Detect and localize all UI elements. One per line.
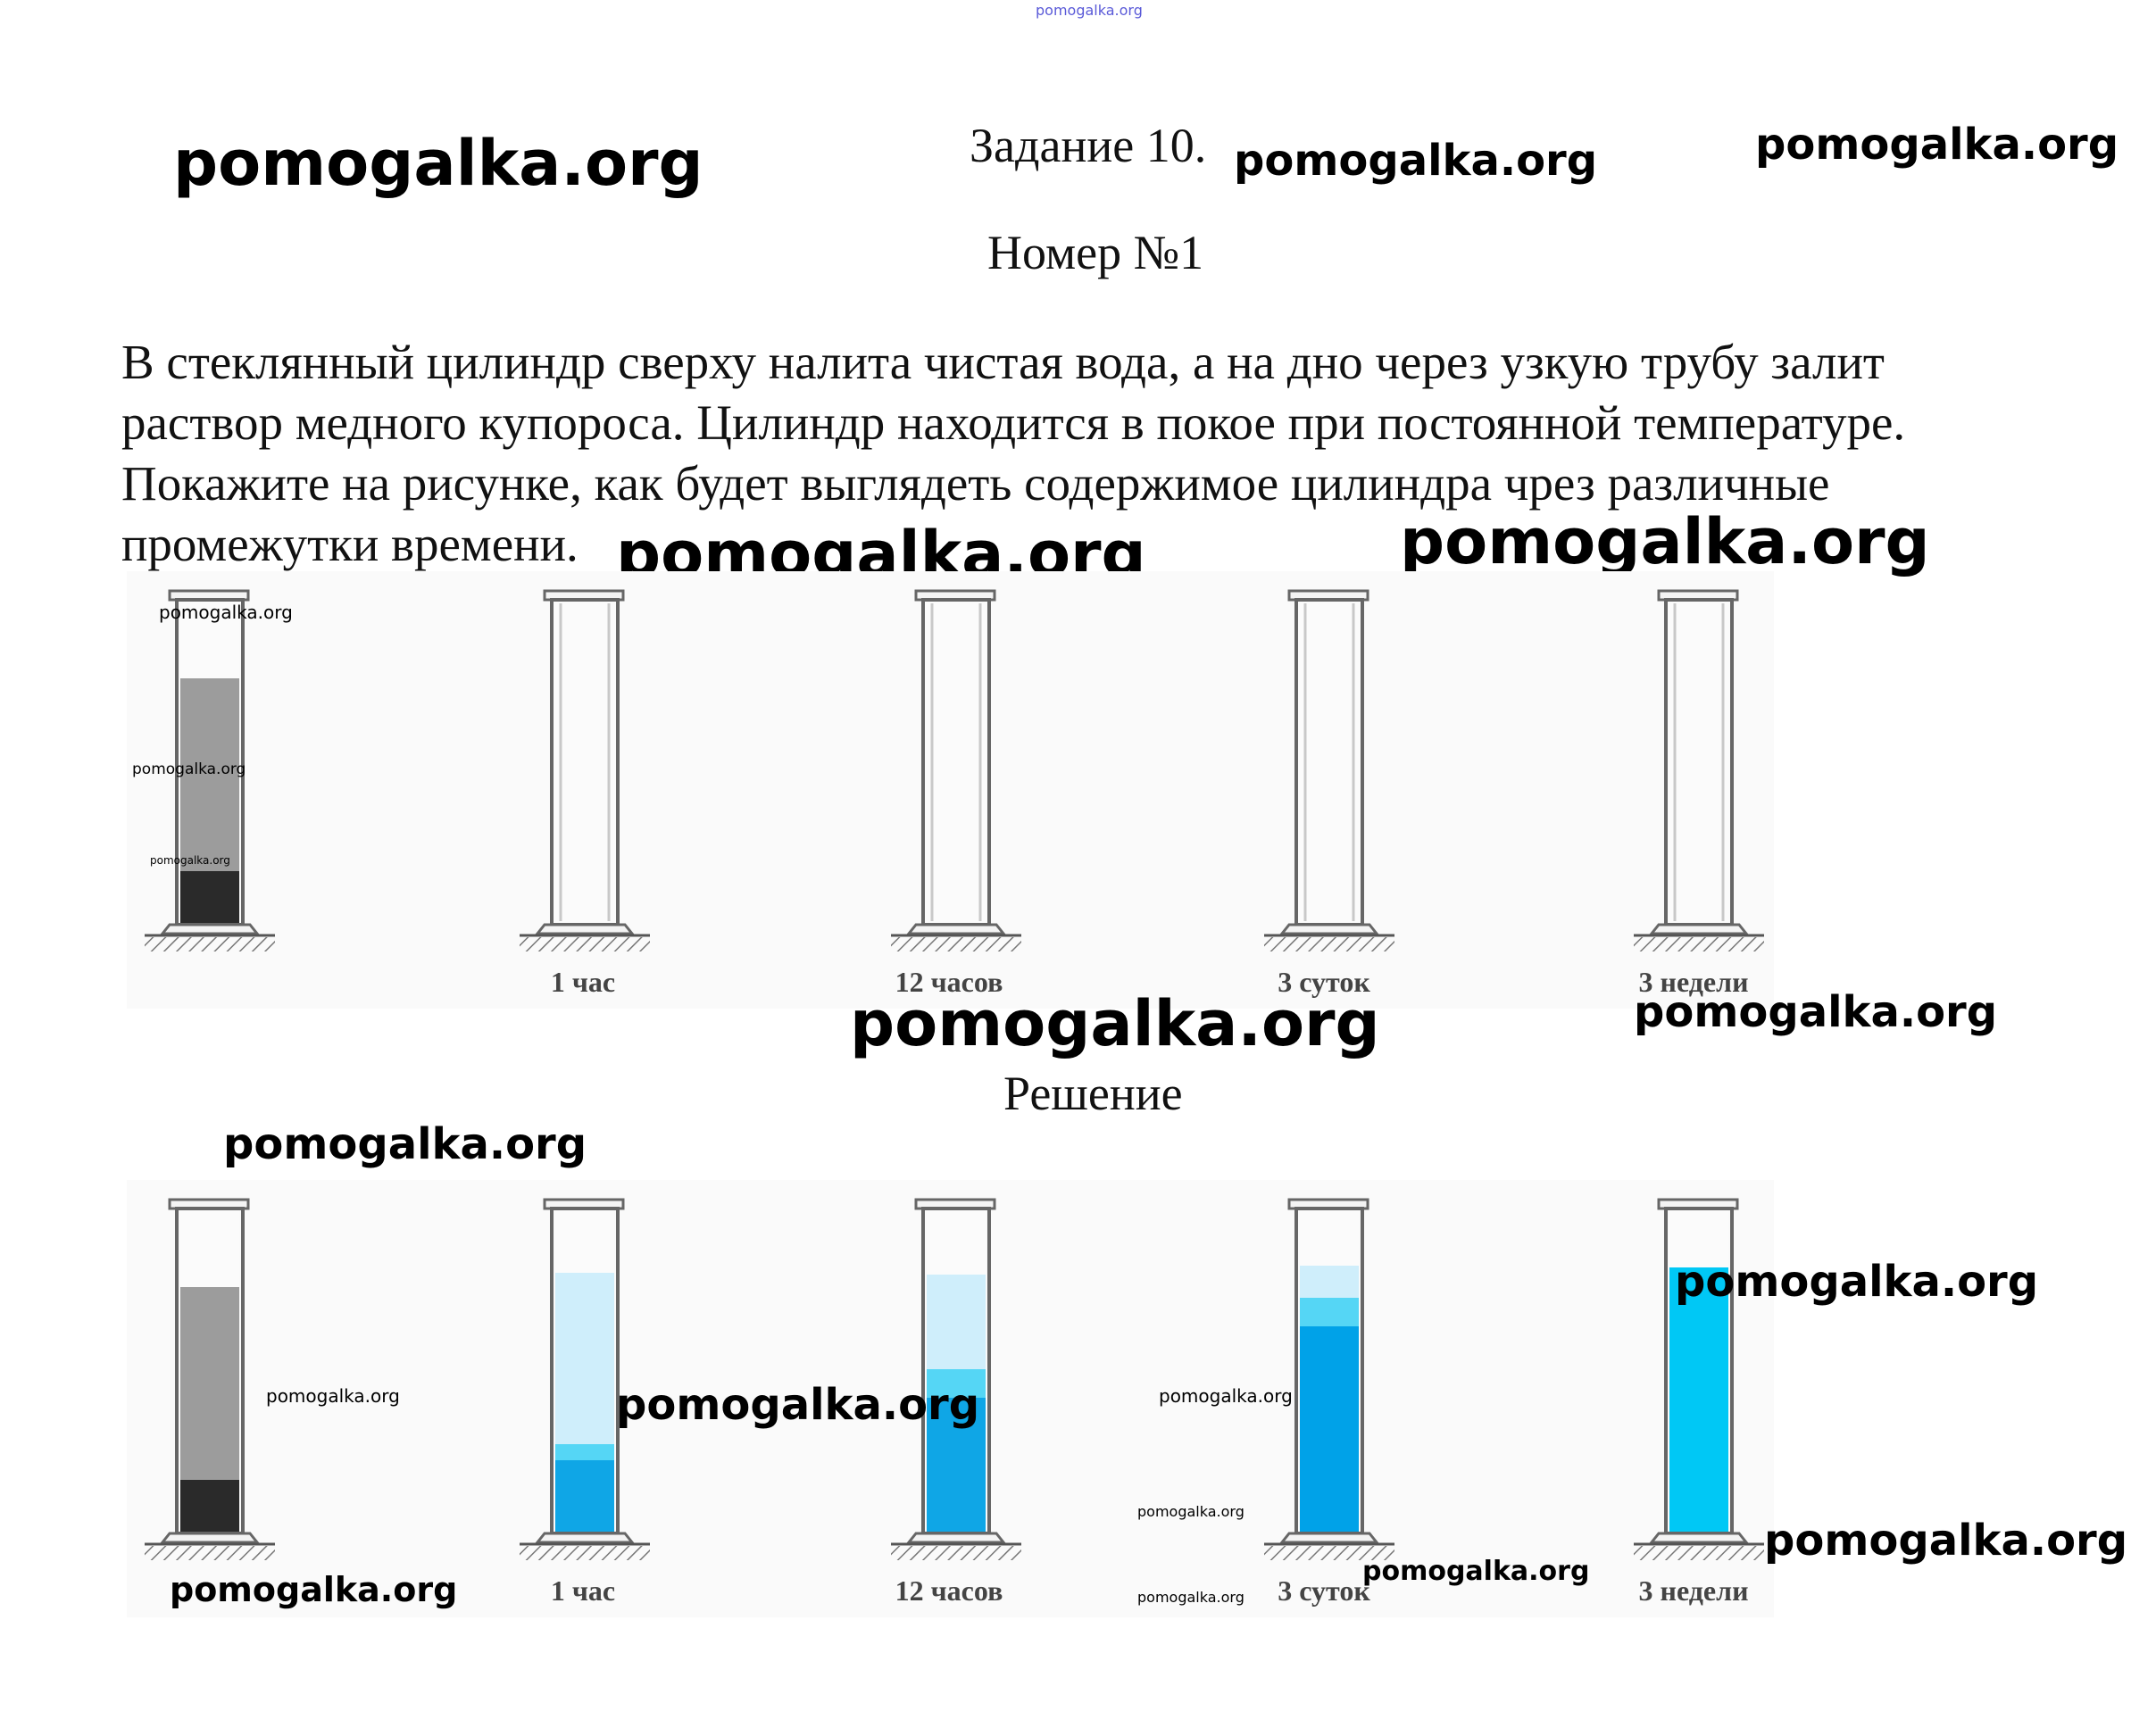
cylinder-initial xyxy=(145,589,275,951)
cylinder-3-weeks-empty xyxy=(1634,589,1764,951)
cylinder-3-days-empty xyxy=(1264,589,1394,951)
watermark-header-left: pomogalka.org xyxy=(173,127,703,200)
watermark-fig1-b: pomogalka.org xyxy=(132,760,246,778)
diffusion-band xyxy=(1300,1298,1359,1326)
solution-cylinders xyxy=(145,1198,1764,1560)
diffusion-band xyxy=(927,1369,986,1398)
question-label-3-days: 3 суток xyxy=(1278,966,1370,998)
watermark-fig2-d: pomogalka.org xyxy=(1137,1503,1244,1520)
cylinder-12-hours-empty xyxy=(891,589,1021,951)
watermark-text-right: pomogalka.org xyxy=(1400,505,1930,578)
question-cylinders xyxy=(145,589,1764,951)
watermark-header-right: pomogalka.org xyxy=(1755,120,2119,170)
task-title: Задание 10. xyxy=(970,119,1207,172)
watermark-fig2-i: pomogalka.org xyxy=(170,1570,458,1609)
watermark-between-a: pomogalka.org xyxy=(850,987,1380,1060)
watermark-fig2-c: pomogalka.org xyxy=(1159,1385,1293,1407)
problem-text: В стеклянный цилиндр сверху налита чиста… xyxy=(121,332,2121,575)
diffusion-band xyxy=(555,1444,614,1460)
solution-layer xyxy=(927,1398,986,1532)
watermark-fig2-h: pomogalka.org xyxy=(1764,1516,2128,1566)
solution-layer xyxy=(1300,1326,1359,1532)
watermark-solution-left: pomogalka.org xyxy=(223,1119,587,1169)
water-layer xyxy=(927,1275,986,1369)
question-label-12-hours: 12 часов xyxy=(895,966,1003,998)
solution-layer xyxy=(555,1460,614,1532)
solution-cylinder-1-hour xyxy=(520,1198,650,1560)
solution-figure: 1 час 12 часов 3 суток 3 недели pomogalk… xyxy=(127,1180,2127,1617)
problem-line-3: Покажите на рисунке, как будет выглядеть… xyxy=(121,456,1830,511)
question-label-3-weeks: 3 недели xyxy=(1638,966,1749,998)
watermark-fig2-g: pomogalka.org xyxy=(1675,1257,2039,1307)
solution-cylinder-3-days xyxy=(1264,1198,1394,1560)
solution-layer xyxy=(1669,1267,1728,1532)
solution-title: Решение xyxy=(1003,1067,1183,1120)
solution-label-1-hour: 1 час xyxy=(550,1574,616,1607)
problem-line-1: В стеклянный цилиндр сверху налита чиста… xyxy=(121,335,1885,389)
solution-label-3-days: 3 суток xyxy=(1278,1574,1370,1607)
watermark-fig1-a: pomogalka.org xyxy=(159,602,293,623)
solution-cylinder-3-weeks xyxy=(1634,1198,1764,1560)
watermark-fig2-a: pomogalka.org xyxy=(266,1385,400,1407)
dark-layer xyxy=(180,871,239,925)
watermark-fig2-f: pomogalka.org xyxy=(1362,1556,1590,1587)
question-label-1-hour: 1 час xyxy=(550,966,616,998)
solution-cylinder-12-hours xyxy=(891,1198,1021,1560)
water-layer xyxy=(1300,1266,1359,1298)
water-layer xyxy=(555,1273,614,1444)
question-figure: 1 час 12 часов 3 суток 3 недели pomogalk… xyxy=(127,571,1774,1009)
cylinder-1-hour-empty xyxy=(520,589,650,951)
watermark-header-middle: pomogalka.org xyxy=(1234,136,1598,186)
number-title: Номер №1 xyxy=(987,226,1204,279)
watermark-fig2-b: pomogalka.org xyxy=(616,1380,980,1430)
watermark-fig2-e: pomogalka.org xyxy=(1137,1589,1244,1606)
solution-label-3-weeks: 3 недели xyxy=(1638,1574,1749,1607)
gray-layer xyxy=(180,678,239,871)
watermark-fig1-c: pomogalka.org xyxy=(150,854,230,867)
watermark-between-b: pomogalka.org xyxy=(1634,987,1998,1037)
solution-cylinder-initial xyxy=(145,1198,275,1560)
problem-line-4: промежутки времени. xyxy=(121,517,579,571)
problem-line-2: раствор медного купороса. Цилиндр находи… xyxy=(121,395,1906,450)
solution-label-12-hours: 12 часов xyxy=(895,1574,1003,1607)
watermark-top-small: pomogalka.org xyxy=(1036,2,1143,19)
